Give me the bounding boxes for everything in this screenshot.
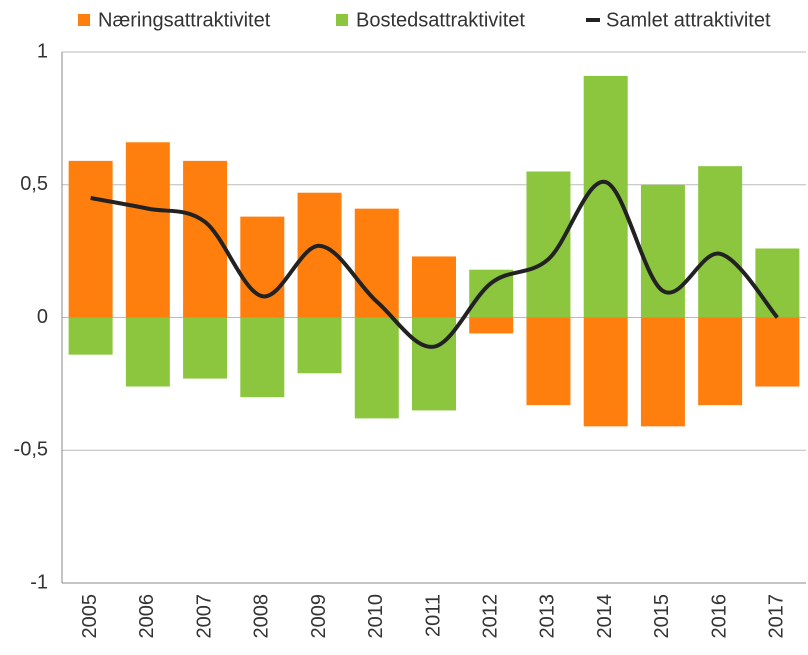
bar	[698, 317, 743, 406]
y-tick-label: -1	[30, 571, 48, 593]
bar	[583, 75, 628, 318]
x-tick-label: 2016	[708, 594, 730, 639]
bar	[183, 317, 228, 379]
x-tick-label: 2017	[766, 594, 788, 639]
bar	[68, 160, 113, 318]
x-tick-label: 2008	[251, 594, 273, 639]
line	[90, 180, 779, 349]
legend-swatch	[336, 14, 348, 26]
bar	[640, 317, 685, 427]
legend-label: Næringsattraktivitet	[98, 9, 271, 31]
bar	[640, 184, 685, 318]
bar	[469, 317, 514, 334]
bar	[412, 317, 456, 411]
x-tick-label: 2012	[480, 594, 502, 639]
bar	[125, 317, 170, 387]
x-tick-label: 2006	[136, 594, 158, 639]
x-tick-label: 2009	[308, 594, 330, 639]
bar	[698, 166, 743, 318]
bar	[583, 317, 628, 427]
bar	[526, 317, 571, 406]
x-tick-label: 2007	[193, 594, 215, 639]
x-tick-label: 2014	[594, 594, 616, 639]
x-tick-label: 2015	[651, 594, 673, 639]
y-tick-label: 0	[37, 306, 48, 328]
bar	[240, 216, 285, 318]
x-tick-label: 2013	[537, 594, 559, 639]
x-tick-label: 2011	[422, 594, 444, 637]
bar	[469, 269, 514, 318]
y-tick-label: 1	[37, 40, 48, 62]
legend-label: Samlet attraktivitet	[606, 9, 771, 31]
bar	[354, 317, 399, 419]
bar	[297, 317, 342, 374]
bar	[755, 248, 800, 318]
bar	[68, 317, 113, 355]
x-tick-label: 2005	[79, 594, 101, 639]
x-tick-label: 2010	[365, 594, 387, 639]
legend-swatch	[78, 14, 90, 26]
bar	[412, 256, 456, 318]
legend-label: Bostedsattraktivitet	[356, 9, 525, 31]
y-tick-label: 0,5	[20, 173, 48, 195]
bar	[526, 171, 571, 318]
bar	[125, 142, 170, 318]
bar	[755, 317, 800, 387]
bar	[240, 317, 285, 398]
y-tick-label: -0,5	[14, 439, 48, 461]
